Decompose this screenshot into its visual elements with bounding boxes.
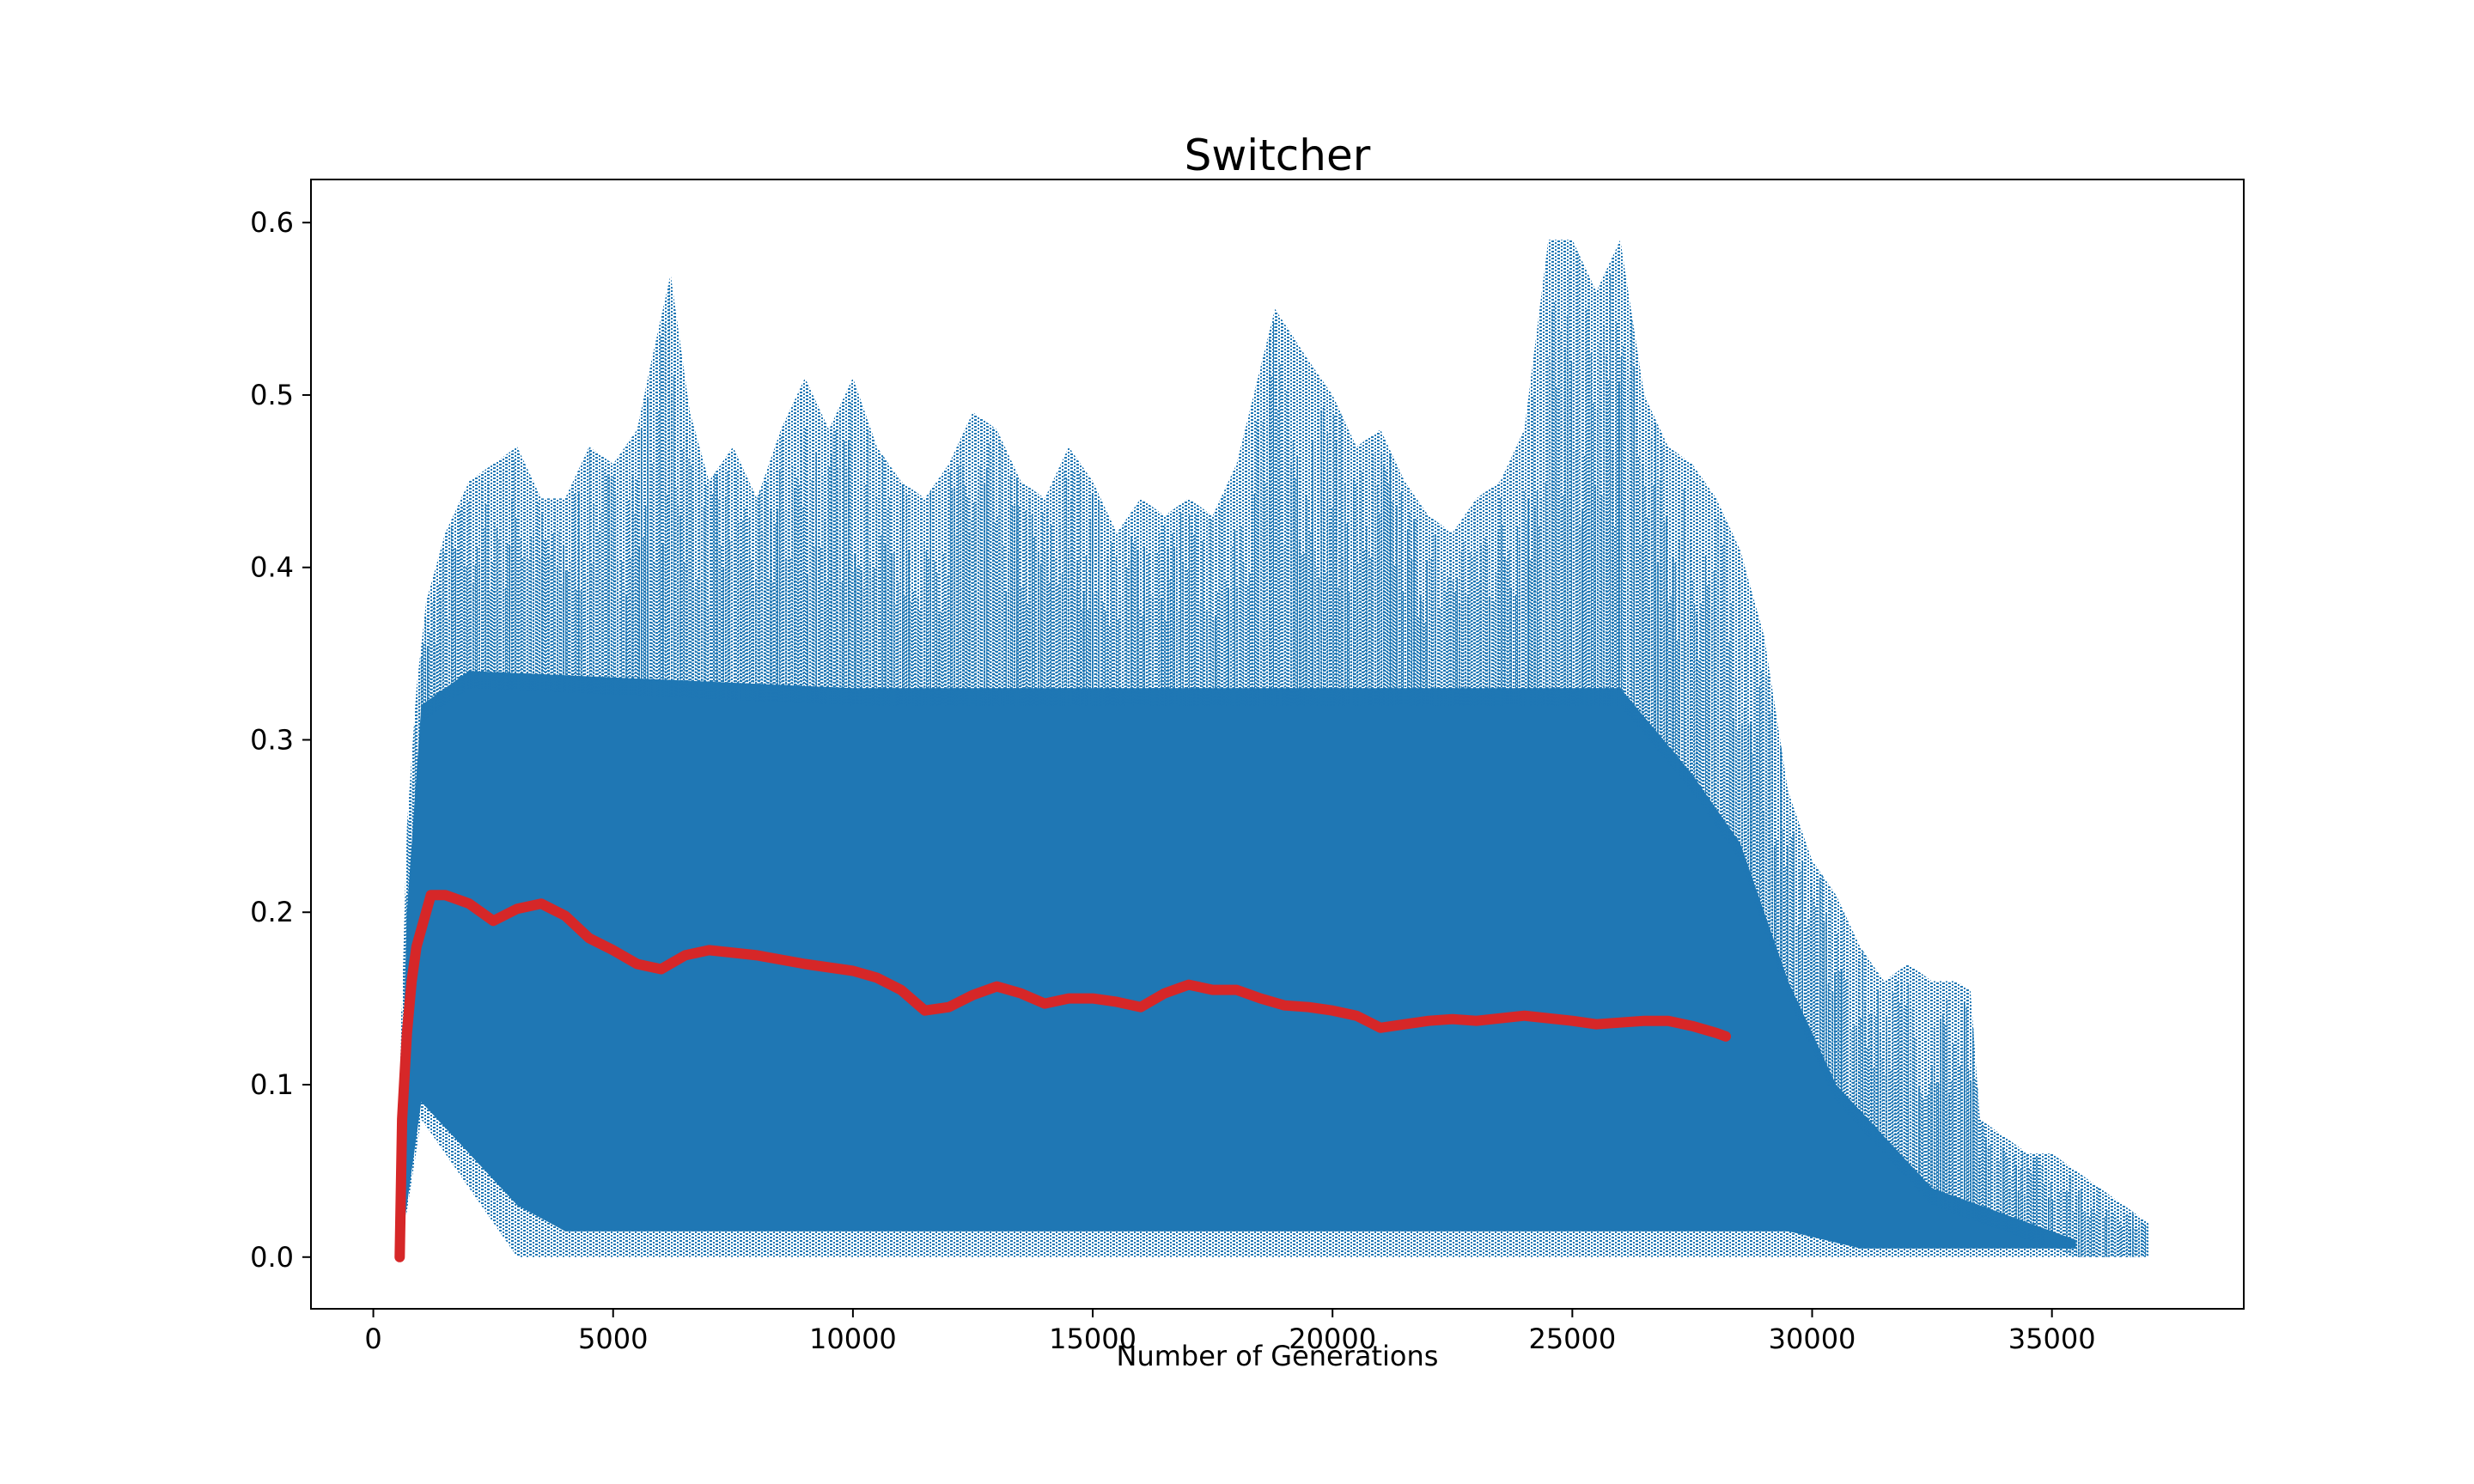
y-tick-label: 0.6 [250, 206, 294, 239]
x-tick-label: 35000 [2008, 1323, 2096, 1355]
x-tick-label: 10000 [809, 1323, 897, 1355]
scatter-dense-band [399, 671, 2076, 1257]
x-tick-label: 25000 [1528, 1323, 1616, 1355]
x-axis-label: Number of Generations [1117, 1340, 1439, 1372]
y-tick-label: 0.2 [250, 896, 294, 928]
mean-line [394, 890, 1731, 1262]
x-tick-label: 20000 [1289, 1323, 1376, 1355]
y-tick-label: 0.5 [250, 379, 294, 411]
y-tick-label: 0.3 [250, 723, 294, 756]
x-tick-label: 30000 [1769, 1323, 1856, 1355]
mean-line-series [394, 890, 1731, 1262]
y-axis: 0.0 0.1 0.2 0.3 0.4 0.5 0.6 [250, 206, 311, 1274]
scatter-series [399, 240, 2149, 1257]
x-tick-label: 0 [364, 1323, 381, 1355]
plot-area [394, 240, 2149, 1262]
y-tick-label: 0.0 [250, 1241, 294, 1274]
y-tick-label: 0.4 [250, 551, 294, 584]
y-tick-label: 0.1 [250, 1068, 294, 1101]
plot-frame [310, 179, 2245, 1310]
x-tick-label: 5000 [578, 1323, 648, 1355]
x-axis: 0 5000 10000 15000 20000 25000 30000 35000 [364, 1309, 2096, 1355]
chart-title: Switcher [1185, 131, 1371, 180]
x-tick-label: 15000 [1049, 1323, 1136, 1355]
